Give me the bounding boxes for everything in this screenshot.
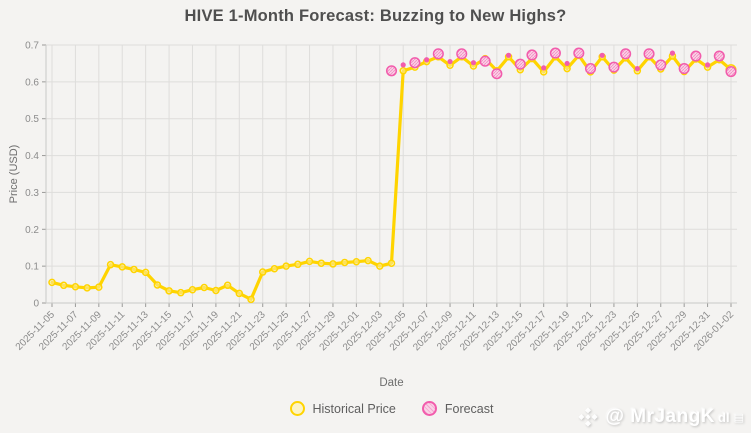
- historical-marker: [223, 281, 232, 290]
- forecast-marker: [704, 62, 711, 68]
- historical-marker: [376, 262, 384, 270]
- forecast-marker: [584, 63, 597, 75]
- historical-marker: [95, 283, 103, 291]
- historical-marker: [364, 256, 372, 265]
- y-tick-label: 0.4: [25, 151, 39, 162]
- historical-marker: [563, 64, 571, 73]
- forecast-marker: [424, 57, 430, 63]
- historical-marker: [165, 287, 173, 295]
- legend-item-historical: Historical Price: [289, 401, 396, 416]
- legend-item-forecast: Forecast: [421, 401, 494, 416]
- legend-label-historical: Historical Price: [312, 401, 396, 416]
- forecast-marker: [643, 48, 655, 60]
- forecast-marker: [526, 49, 538, 61]
- forecast-marker: [725, 65, 737, 78]
- y-tick-label: 0.5: [25, 114, 39, 125]
- y-axis-title: Price (USD): [8, 144, 20, 204]
- forecast-marker: [690, 50, 702, 62]
- forecast-marker: [470, 60, 477, 66]
- forecast-marker: [608, 61, 620, 73]
- historical-marker: [317, 259, 326, 267]
- forecast-marker: [541, 65, 547, 71]
- y-tick-label: 0.3: [25, 188, 39, 199]
- forecast-marker: [713, 50, 725, 62]
- historical-marker: [71, 283, 80, 291]
- forecast-marker: [634, 65, 640, 72]
- forecast-marker: [514, 58, 526, 70]
- forecast-marker: [400, 62, 406, 68]
- chart-title: HIVE 1-Month Forecast: Buzzing to New Hi…: [184, 7, 567, 25]
- historical-marker: [258, 268, 267, 276]
- forecast-marker-icon: [421, 401, 437, 416]
- forecast-marker: [409, 57, 421, 69]
- historical-marker: [118, 263, 126, 271]
- historical-marker-icon: [289, 401, 305, 416]
- binance-diamond-icon: [578, 407, 599, 427]
- historical-marker: [141, 268, 150, 277]
- legend-label-forecast: Forecast: [444, 401, 494, 416]
- y-tick-label: 0.2: [25, 225, 39, 236]
- historical-marker: [83, 284, 91, 292]
- historical-marker: [59, 281, 68, 290]
- historical-marker: [130, 265, 138, 274]
- forecast-marker: [669, 50, 676, 56]
- historical-marker: [212, 286, 220, 295]
- forecast-marker: [573, 47, 585, 59]
- forecast-marker: [678, 63, 690, 75]
- historical-marker: [270, 264, 279, 273]
- historical-marker: [106, 260, 115, 269]
- historical-marker: [200, 283, 208, 292]
- watermark-badge-icon: ▤: [733, 411, 744, 424]
- forecast-marker: [564, 60, 570, 67]
- historical-marker: [399, 67, 407, 75]
- forecast-marker: [505, 52, 512, 58]
- historical-marker: [352, 257, 361, 266]
- watermark-handle: @ MrJangK: [605, 406, 716, 427]
- watermark: @ MrJangK dl ▤: [577, 406, 744, 428]
- forecast-marker: [432, 48, 444, 60]
- y-tick-label: 0.7: [25, 41, 39, 52]
- forecast-marker: [491, 68, 503, 80]
- y-tick-label: 0.1: [25, 262, 39, 273]
- historical-marker: [188, 285, 197, 294]
- historical-marker: [387, 259, 396, 267]
- forecast-marker: [479, 55, 491, 67]
- forecast-marker: [620, 48, 632, 60]
- watermark-suffix: dl: [718, 409, 730, 425]
- forecast-marker: [549, 47, 561, 59]
- x-axis-title: Date: [379, 377, 404, 389]
- historical-marker: [153, 281, 162, 289]
- legend: Historical Price Forecast: [46, 401, 737, 416]
- historical-marker: [294, 260, 302, 269]
- y-tick-label: 0: [33, 299, 39, 310]
- historical-marker: [340, 258, 349, 267]
- historical-marker: [329, 260, 337, 268]
- forecast-marker: [385, 65, 398, 77]
- forecast-marker: [456, 48, 468, 60]
- forecast-marker: [599, 52, 605, 58]
- historical-marker: [235, 289, 244, 298]
- historical-marker: [48, 278, 56, 287]
- y-tick-label: 0.6: [25, 77, 39, 88]
- forecast-marker: [655, 59, 667, 71]
- historical-marker: [282, 262, 290, 270]
- historical-marker: [177, 288, 185, 297]
- forecast-marker: [447, 58, 453, 65]
- historical-marker: [247, 295, 255, 304]
- historical-marker: [305, 257, 314, 266]
